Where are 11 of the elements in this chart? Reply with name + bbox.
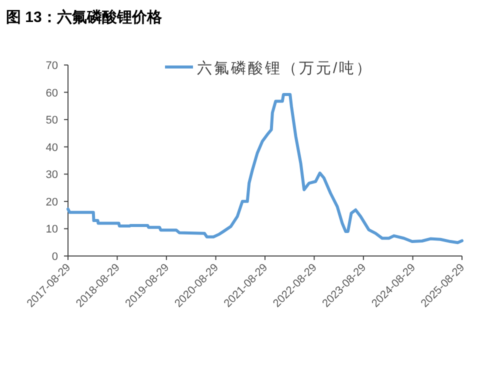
- y-tick-label: 10: [46, 224, 58, 236]
- legend-label: 六氟磷酸锂（万元/吨）: [197, 60, 374, 77]
- y-tick-label: 20: [46, 196, 58, 208]
- chart-title: 图 13：六氟磷酸锂价格: [6, 8, 163, 26]
- y-tick-label: 0: [52, 251, 58, 263]
- y-tick-label: 70: [46, 60, 58, 72]
- y-tick-label: 30: [46, 169, 58, 182]
- y-tick-label: 40: [46, 142, 58, 154]
- line-series: [66, 92, 464, 244]
- y-tick-label: 50: [46, 114, 58, 127]
- y-tick-label: 60: [46, 87, 58, 100]
